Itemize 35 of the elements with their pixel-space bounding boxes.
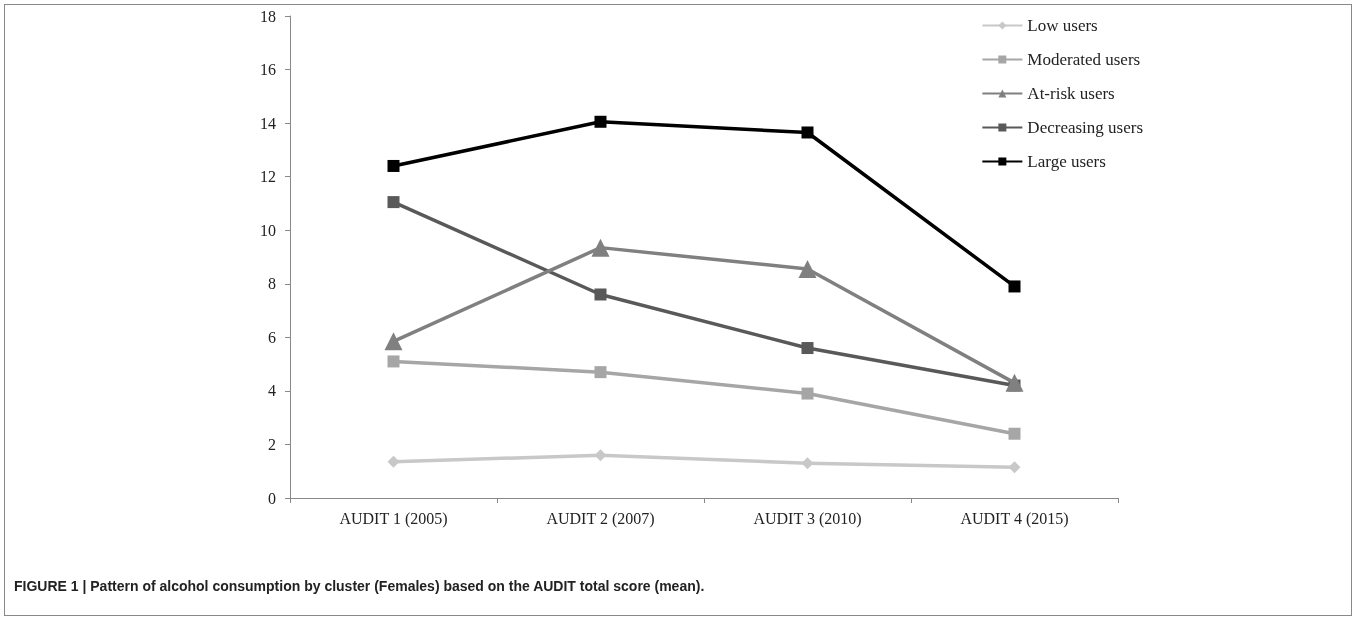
y-tick-label: 2 <box>268 435 276 453</box>
y-tick-label: 4 <box>268 382 276 400</box>
point <box>801 342 814 355</box>
point <box>591 238 610 257</box>
point <box>1005 373 1024 392</box>
point <box>594 288 607 301</box>
point <box>801 387 814 400</box>
x-tick-label: AUDIT 2 (2007) <box>546 509 655 528</box>
legend-label: Moderated users <box>1027 50 1141 69</box>
y-tick-label: 6 <box>268 328 276 346</box>
y-tick-label: 16 <box>260 61 276 79</box>
x-tick-label: AUDIT 4 (2015) <box>960 509 1069 528</box>
point <box>387 159 400 172</box>
legend-label: Decreasing users <box>1027 118 1144 137</box>
y-tick-label: 10 <box>260 221 276 239</box>
y-tick-label: 8 <box>268 275 276 293</box>
point <box>1008 280 1021 293</box>
point <box>387 196 400 209</box>
point <box>801 126 814 139</box>
point <box>798 260 817 279</box>
x-tick-label: AUDIT 1 (2005) <box>339 509 448 528</box>
x-tick-label: AUDIT 3 (2010) <box>753 509 862 528</box>
y-tick-label: 0 <box>268 489 276 507</box>
caption: FIGURE 1 | Pattern of alcohol consumption by cluster (Females) based on the AUDIT total score (mean). <box>14 578 705 594</box>
legend-label: Large users <box>1027 152 1106 171</box>
point <box>387 355 400 368</box>
y-tick-label: 18 <box>260 7 276 25</box>
legend-label: Low users <box>1027 16 1098 35</box>
point <box>594 366 607 379</box>
point <box>1008 427 1021 440</box>
point <box>594 115 607 128</box>
y-tick-label: 12 <box>260 168 276 186</box>
legend-label: At-risk users <box>1027 84 1115 103</box>
point <box>384 332 403 351</box>
y-tick-label: 14 <box>260 114 276 132</box>
